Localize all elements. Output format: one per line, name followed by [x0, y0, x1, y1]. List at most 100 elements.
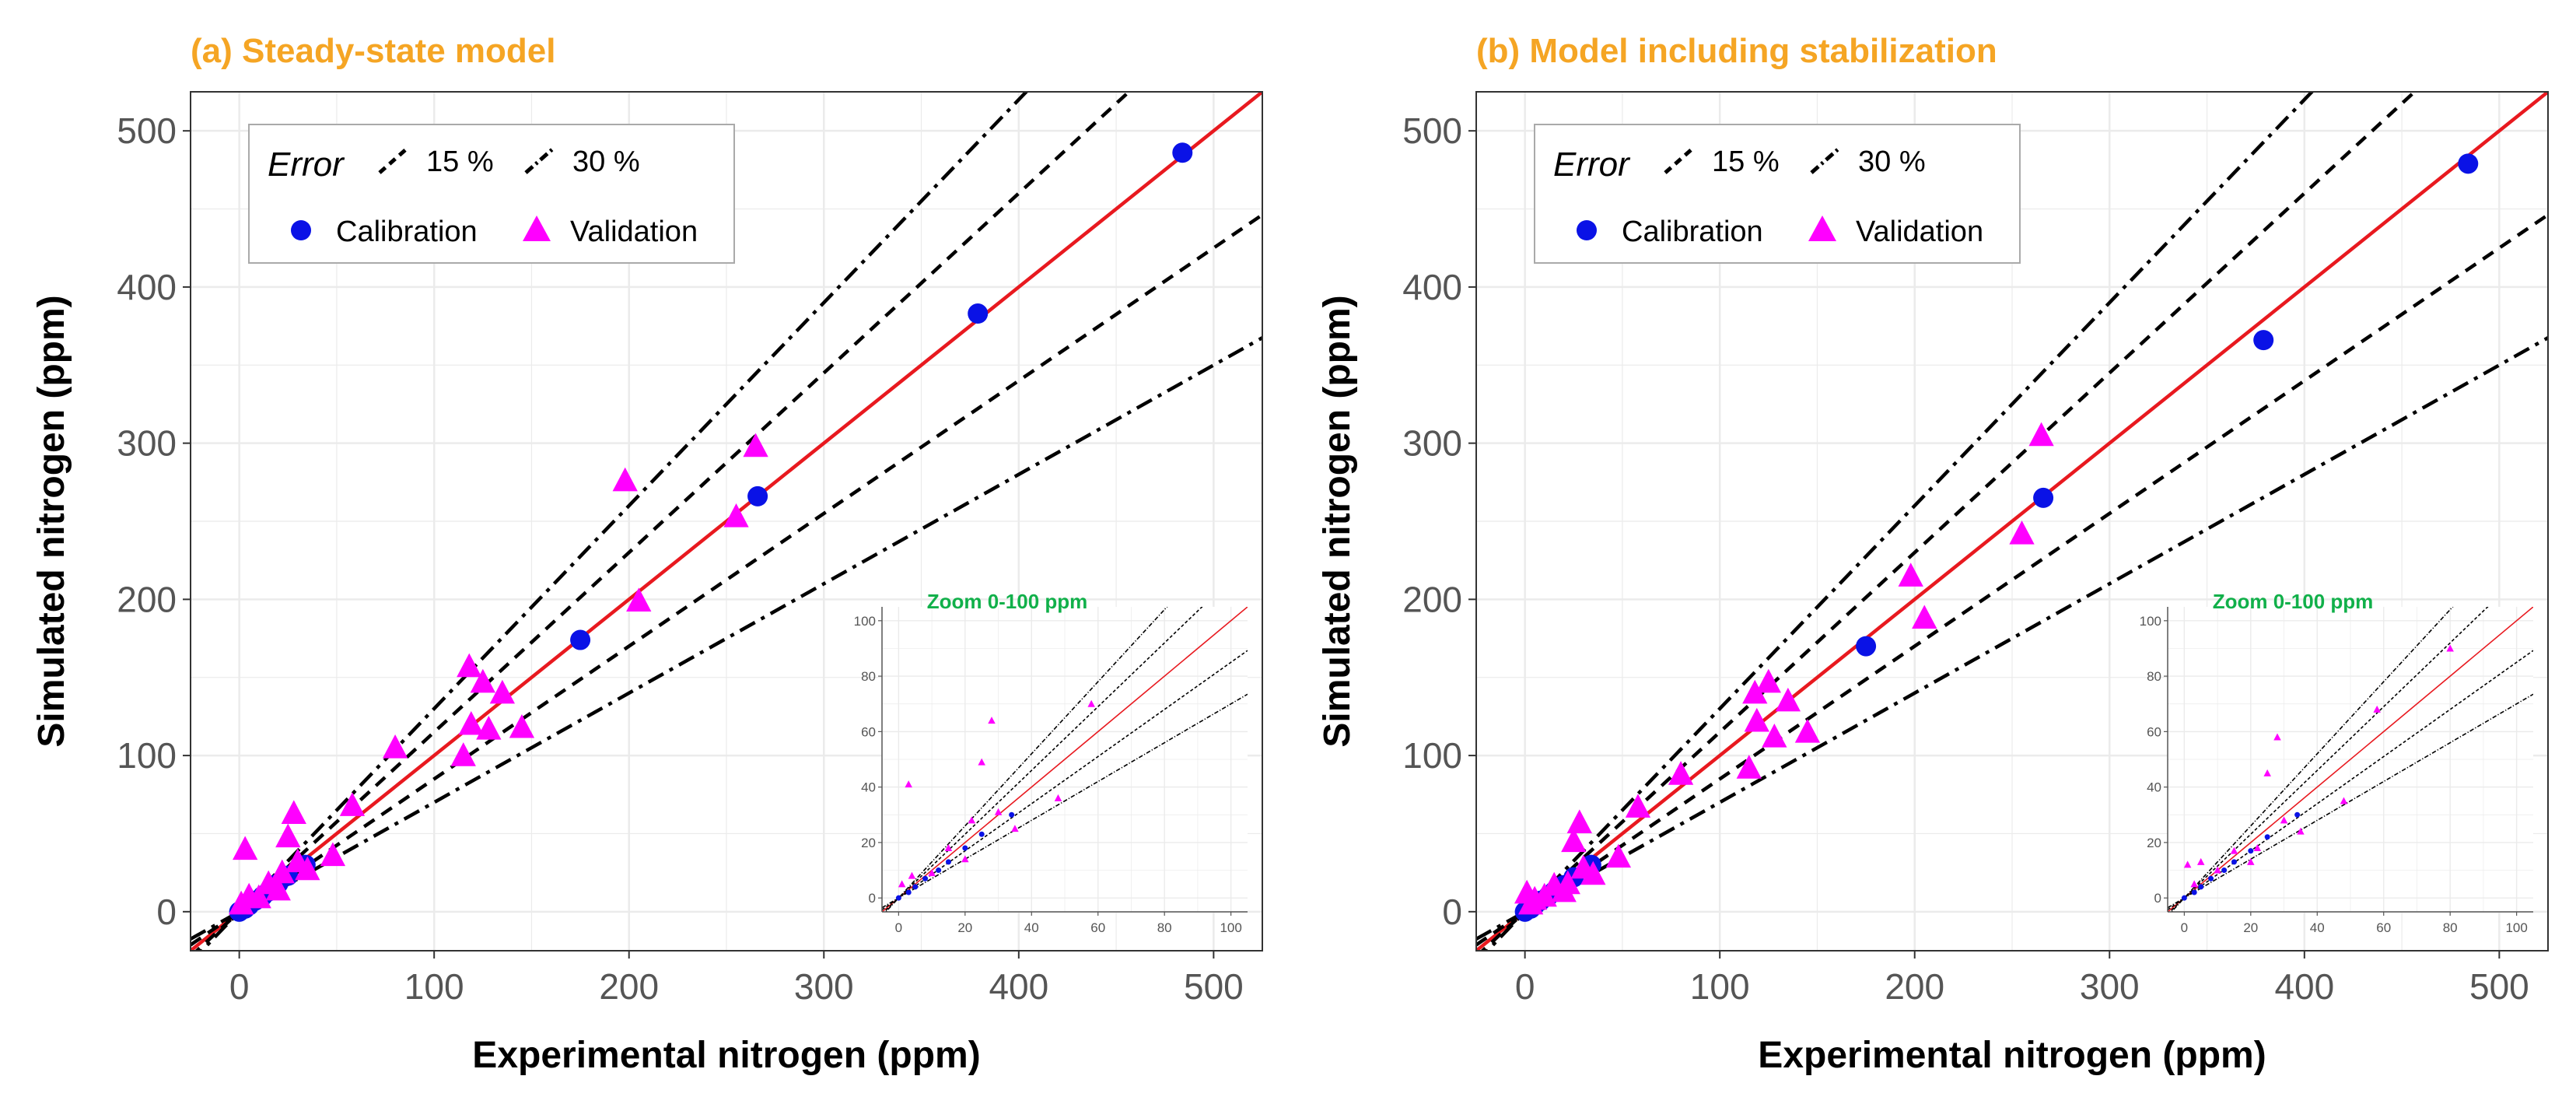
- y-tick-label: 500: [117, 110, 177, 151]
- legend-dotdash-key: [524, 148, 554, 174]
- reference-line: [2168, 607, 2533, 912]
- calibration-point: [1172, 142, 1193, 163]
- y-tick-label: 200: [1402, 579, 1462, 619]
- validation-point: [1744, 707, 1769, 732]
- x-tick-label: 300: [794, 966, 854, 1007]
- legend-calibration-label: Calibration: [336, 216, 478, 248]
- reference-line: [884, 607, 1168, 912]
- legend: Error 15 % 30 % Calibration Validation: [1534, 124, 2021, 264]
- validation-point: [1668, 761, 1694, 785]
- data-points: [1514, 153, 2479, 922]
- calibration-point: [570, 629, 591, 650]
- x-tick-label: 400: [2274, 966, 2334, 1007]
- validation-point: [1742, 679, 1768, 704]
- panel-title: (a) Steady-state model: [191, 32, 555, 70]
- legend-error-title: Error: [268, 145, 345, 184]
- legend: Error 15 % 30 % Calibration Validation: [248, 124, 735, 264]
- validation-point: [2247, 857, 2255, 865]
- inset-x-tick-label: 80: [2443, 920, 2458, 935]
- inset-data-points: [895, 699, 1095, 901]
- validation-point: [489, 679, 516, 704]
- panel-title: (b) Model including stabilization: [1476, 32, 1997, 70]
- inset-zoom-label: Zoom 0-100 ppm: [927, 590, 1088, 613]
- calibration-point: [936, 867, 942, 874]
- y-tick-label: 400: [1402, 267, 1462, 307]
- y-tick-label: 0: [1442, 892, 1462, 932]
- inset-grid: [2168, 607, 2533, 912]
- inset-x-tick-labels: 0 20 40 60 80 100: [2181, 912, 2528, 935]
- validation-point: [905, 780, 912, 788]
- x-tick-label: 500: [2469, 966, 2529, 1007]
- validation-point: [1011, 825, 1019, 832]
- legend-dashed-key: [378, 148, 408, 174]
- inset-y-tick-label: 100: [2140, 614, 2161, 629]
- validation-point: [1580, 860, 1606, 885]
- inset-y-tick-label: 100: [854, 614, 876, 629]
- inset-reference-lines: [2168, 607, 2533, 912]
- reference-lines: [191, 92, 1262, 951]
- validation-point: [382, 734, 408, 759]
- inset-y-tick-labels: 0 20 40 60 80 100: [2140, 614, 2168, 906]
- y-tick-labels: 0 100 200 300 400 500: [117, 110, 191, 932]
- calibration-point: [895, 895, 901, 901]
- x-tick-labels: 0 100 200 300 400 500: [229, 951, 1244, 1007]
- inset-x-tick-label: 80: [1157, 920, 1172, 935]
- calibration-point: [2294, 811, 2301, 818]
- data-points: [228, 142, 1193, 922]
- calibration-point: [747, 485, 768, 506]
- validation-point: [626, 587, 652, 612]
- x-tick-labels: 0 100 200 300 400 500: [1515, 951, 2529, 1007]
- validation-point: [968, 816, 976, 824]
- validation-point: [265, 876, 291, 901]
- calibration-point: [2221, 867, 2228, 874]
- x-tick-label: 100: [1690, 966, 1750, 1007]
- y-tick-label: 300: [1402, 423, 1462, 464]
- calibration-point: [1856, 636, 1877, 657]
- inset-x-tick-label: 40: [1024, 920, 1039, 935]
- inset-y-tick-label: 0: [2154, 891, 2161, 906]
- inset-y-tick-label: 60: [2147, 724, 2161, 739]
- y-tick-labels: 0 100 200 300 400 500: [1402, 110, 1476, 932]
- validation-point: [988, 717, 996, 724]
- legend-calibration-marker: [1577, 220, 1597, 240]
- reference-line: [2168, 693, 2533, 909]
- validation-point: [1912, 605, 1937, 629]
- validation-point: [1736, 755, 1762, 779]
- validation-point: [2273, 733, 2281, 741]
- legend-validation-label: Validation: [570, 216, 698, 248]
- reference-line: [191, 92, 1262, 951]
- inset-y-tick-labels: 0 20 40 60 80 100: [854, 614, 882, 906]
- y-tick-label: 0: [156, 892, 177, 932]
- validation-point: [320, 842, 346, 867]
- legend-validation-marker: [1808, 216, 1836, 241]
- inset-x-tick-label: 20: [2243, 920, 2258, 935]
- validation-point: [1605, 843, 1632, 868]
- y-tick-label: 100: [117, 735, 177, 776]
- validation-point: [1625, 794, 1651, 818]
- validation-point: [1087, 699, 1095, 707]
- calibration-point: [1009, 811, 1015, 818]
- legend-err30-label: 30 %: [1858, 145, 1926, 178]
- calibration-point: [2231, 859, 2237, 865]
- inset-x-tick-label: 40: [2310, 920, 2325, 935]
- x-tick-label: 0: [229, 966, 250, 1007]
- x-tick-label: 300: [2080, 966, 2140, 1007]
- reference-line: [191, 213, 1262, 947]
- calibration-point: [2181, 895, 2187, 901]
- validation-point: [457, 653, 482, 678]
- validation-point: [2214, 866, 2221, 874]
- inset-grid: [882, 607, 1248, 912]
- x-tick-label: 200: [1885, 966, 1944, 1007]
- validation-point: [450, 742, 476, 766]
- legend-dashed-key: [1664, 148, 1693, 174]
- calibration-point: [978, 831, 985, 837]
- reference-line: [2168, 650, 2533, 910]
- reference-line: [1476, 213, 2548, 947]
- x-axis-label: Experimental nitrogen (ppm): [472, 1035, 980, 1076]
- validation-point: [1898, 563, 1923, 587]
- panel-a: (a) Steady-state model 0 100 200 300 400 500 …: [31, 32, 1263, 1076]
- validation-point: [509, 713, 535, 738]
- legend-calibration-label: Calibration: [1622, 216, 1763, 248]
- inset-x-tick-labels: 0 20 40 60 80 100: [895, 912, 1242, 935]
- x-axis-label: Experimental nitrogen (ppm): [1758, 1035, 2266, 1076]
